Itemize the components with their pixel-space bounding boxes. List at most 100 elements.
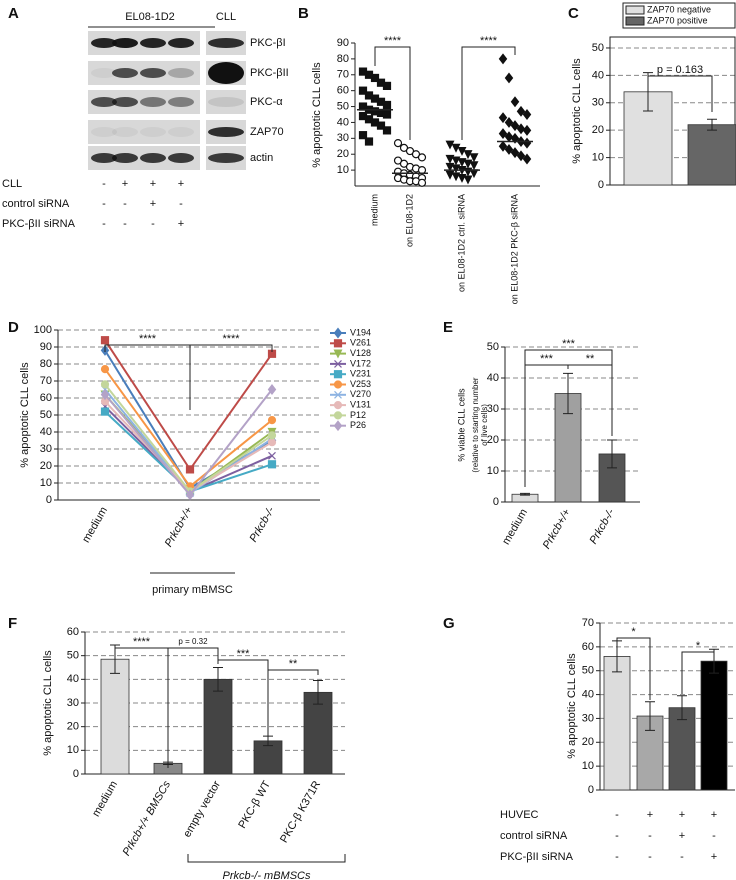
x-tick-label: medium <box>500 507 530 547</box>
y-tick-label: 30 <box>337 132 349 144</box>
blot-strip <box>88 120 200 144</box>
y-axis-label: % apoptotic CLL cells <box>571 58 583 164</box>
band-label: ZAP70 <box>250 126 284 138</box>
y-tick-label: 0 <box>598 179 604 191</box>
point <box>445 154 455 164</box>
legend-label: ZAP70 negative <box>647 4 711 14</box>
significance-label: p = 0.163 <box>657 64 703 76</box>
condition-sign: - <box>102 218 106 230</box>
significance-label: *** <box>540 353 554 365</box>
blot-band <box>168 127 194 137</box>
series-line <box>104 383 273 493</box>
x-tick-label: medium <box>80 505 110 545</box>
y-axis-label: % viable CLL cells <box>456 388 466 462</box>
point <box>510 132 520 144</box>
bar <box>253 740 283 775</box>
error-bar <box>645 701 655 731</box>
x-tick-label: on EL08-1D2 <box>404 194 414 247</box>
legend-label: V172 <box>350 358 371 368</box>
point <box>100 336 110 345</box>
blot-band <box>91 153 117 163</box>
x-tick-label: Prkcb+/+ <box>541 506 574 551</box>
legend-label: P12 <box>350 410 366 420</box>
y-tick-label: 10 <box>67 744 79 756</box>
condition-sign: - <box>102 178 106 190</box>
significance-bracket <box>189 344 273 410</box>
y-tick-label: 20 <box>592 124 604 136</box>
legend-swatch <box>625 5 645 15</box>
point <box>382 110 392 119</box>
y-tick-label: 70 <box>582 617 594 629</box>
legend-label: V253 <box>350 379 371 389</box>
significance-label: **** <box>139 333 157 345</box>
point <box>445 140 455 150</box>
y-tick-label: 50 <box>67 650 79 662</box>
error-bar <box>707 118 717 131</box>
point <box>469 153 479 163</box>
y-tick-label: 60 <box>337 85 349 97</box>
point <box>451 164 461 174</box>
y-tick-label: 70 <box>40 375 52 387</box>
condition-sign: + <box>178 178 184 190</box>
y-tick-label: 90 <box>337 37 349 49</box>
blot-header: CLL <box>216 11 236 23</box>
point <box>498 53 508 65</box>
condition-sign: + <box>122 178 128 190</box>
y-tick-label: 80 <box>337 53 349 65</box>
point <box>268 451 276 460</box>
point <box>334 359 342 368</box>
significance-label: *** <box>237 648 251 660</box>
y-tick-label: 20 <box>67 721 79 733</box>
point <box>382 100 392 110</box>
significance-bracket <box>648 75 713 112</box>
point <box>100 407 110 416</box>
y-tick-label: 40 <box>582 688 594 700</box>
y-tick-label: 0 <box>493 496 499 508</box>
condition-sign: - <box>712 830 716 842</box>
point <box>185 489 195 501</box>
blot-band <box>91 38 117 48</box>
x-tick-label: medium <box>369 194 379 226</box>
legend-label: V131 <box>350 399 371 409</box>
point <box>364 137 374 146</box>
band-label: PKC-βI <box>250 37 286 49</box>
y-tick-label: 50 <box>40 409 52 421</box>
point <box>451 143 461 153</box>
point <box>100 365 110 374</box>
panel-letter: A <box>8 5 19 22</box>
point <box>516 123 526 135</box>
y-tick-label: 60 <box>67 626 79 638</box>
point <box>100 380 110 389</box>
x-tick-label: PKC-β K371R <box>278 779 323 845</box>
error-bar <box>563 372 573 415</box>
y-tick-label: 40 <box>67 673 79 685</box>
condition-sign: + <box>178 218 184 230</box>
group-bracket <box>187 854 346 863</box>
x-tick-label: Prkcb-/- <box>587 507 617 547</box>
point <box>333 370 343 379</box>
x-tick-label: Prkcb+/+ <box>163 504 196 549</box>
bar <box>687 124 736 186</box>
x-tick-label: empty vector <box>181 779 223 840</box>
blot-band <box>168 38 194 48</box>
y-tick-label: 20 <box>487 434 499 446</box>
panel-letter: C <box>568 5 579 22</box>
y-tick-label: 30 <box>582 712 594 724</box>
condition-sign: - <box>648 830 652 842</box>
point <box>510 120 520 132</box>
error-bar <box>213 667 223 692</box>
blot-band <box>91 68 117 78</box>
y-tick-label: 20 <box>40 460 52 472</box>
blot-header: EL08-1D2 <box>125 11 175 23</box>
point <box>267 431 277 440</box>
significance-label: **** <box>480 35 498 47</box>
significance-label: **** <box>133 636 151 648</box>
condition-sign: - <box>615 809 619 821</box>
point <box>457 158 467 168</box>
y-tick-label: 40 <box>337 116 349 128</box>
y-axis-sublabel: of live cells) <box>480 404 489 446</box>
condition-sign: + <box>679 809 685 821</box>
y-tick-label: 50 <box>592 42 604 54</box>
legend-swatch <box>625 16 645 26</box>
